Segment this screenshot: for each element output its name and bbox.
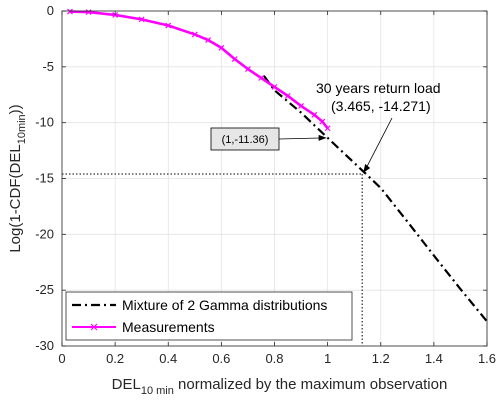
measurement-point (311, 111, 318, 118)
measurement-point (324, 125, 331, 132)
annotation-box-text: (1,-11.36) (222, 134, 269, 146)
legend-box (65, 291, 353, 341)
x-axis-label: DEL10 min normalized by the maximum obse… (112, 376, 448, 397)
return-load-arrow-head (363, 164, 371, 174)
measurement-point (245, 66, 251, 72)
annotations: (1,-11.36) 30 years return load (3.465, -1… (210, 80, 441, 174)
x-tick-label: 1.4 (425, 351, 443, 366)
measurement-point (231, 56, 238, 62)
y-tick-label: -25 (35, 282, 54, 297)
y-tick-label: -10 (35, 115, 54, 130)
measurement-point (165, 22, 172, 29)
x-tick-label: 1.2 (372, 351, 390, 366)
y-tick-label: -5 (42, 59, 54, 74)
measurement-point (191, 31, 198, 38)
measurement-point (85, 9, 92, 16)
x-axis-label-sub: 10 min (141, 385, 174, 397)
legend: Mixture of 2 Gamma distributions Measurem… (65, 291, 353, 341)
measurement-point (319, 118, 326, 125)
legend-label-mixture: Mixture of 2 Gamma distributions (122, 297, 327, 313)
reference-lines (62, 173, 363, 346)
y-tick-label: -15 (35, 171, 54, 186)
return-load-arrow-line (364, 117, 393, 171)
ticks: 0 0.2 0.4 0.6 0.8 1 1.2 1.4 1.6 0 -5 -10 -15 -20 -25 -3… (35, 3, 496, 366)
annotation-arrow-head (318, 134, 327, 141)
y-tick-label: -20 (35, 226, 54, 241)
y-tick-label: -30 (35, 338, 54, 353)
x-axis-label-main: DEL (112, 376, 141, 393)
measurement-point (138, 16, 145, 23)
measurement-point (67, 8, 73, 15)
measurement-point (298, 102, 304, 109)
measurement-point (218, 44, 225, 51)
series-line-mixture-gamma (262, 75, 488, 323)
x-tick-label: 0.4 (159, 351, 177, 366)
x-axis-label-rest: normalized by the maximum observation (174, 376, 447, 393)
y-axis-label-post: )) (7, 104, 24, 114)
x-tick-label: 0.2 (106, 351, 124, 366)
return-load-value: (3.465, -14.271) (331, 98, 431, 114)
x-tick-label: 1 (324, 351, 331, 366)
legend-marker (90, 323, 98, 331)
x-tick-label: 0 (58, 351, 65, 366)
measurement-point (205, 37, 212, 43)
x-tick-label: 0.6 (212, 351, 230, 366)
y-axis-label-pre: Log(1-CDF(DEL (7, 144, 24, 252)
measurement-point (258, 75, 265, 81)
x-tick-label: 1.6 (478, 351, 496, 366)
measurement-point (284, 92, 291, 99)
x-tick-label: 0.8 (265, 351, 283, 366)
y-tick-label: 0 (47, 3, 54, 18)
annotation-arrow-line (278, 137, 326, 140)
legend-label-measurements: Measurements (122, 319, 215, 335)
y-axis-label: Log(1-CDF(DEL10min)) (7, 104, 28, 252)
measurement-point (271, 84, 278, 90)
series-layer (67, 8, 488, 323)
return-load-title: 30 years return load (316, 80, 441, 96)
y-axis-label-sub: 10min (16, 114, 28, 144)
